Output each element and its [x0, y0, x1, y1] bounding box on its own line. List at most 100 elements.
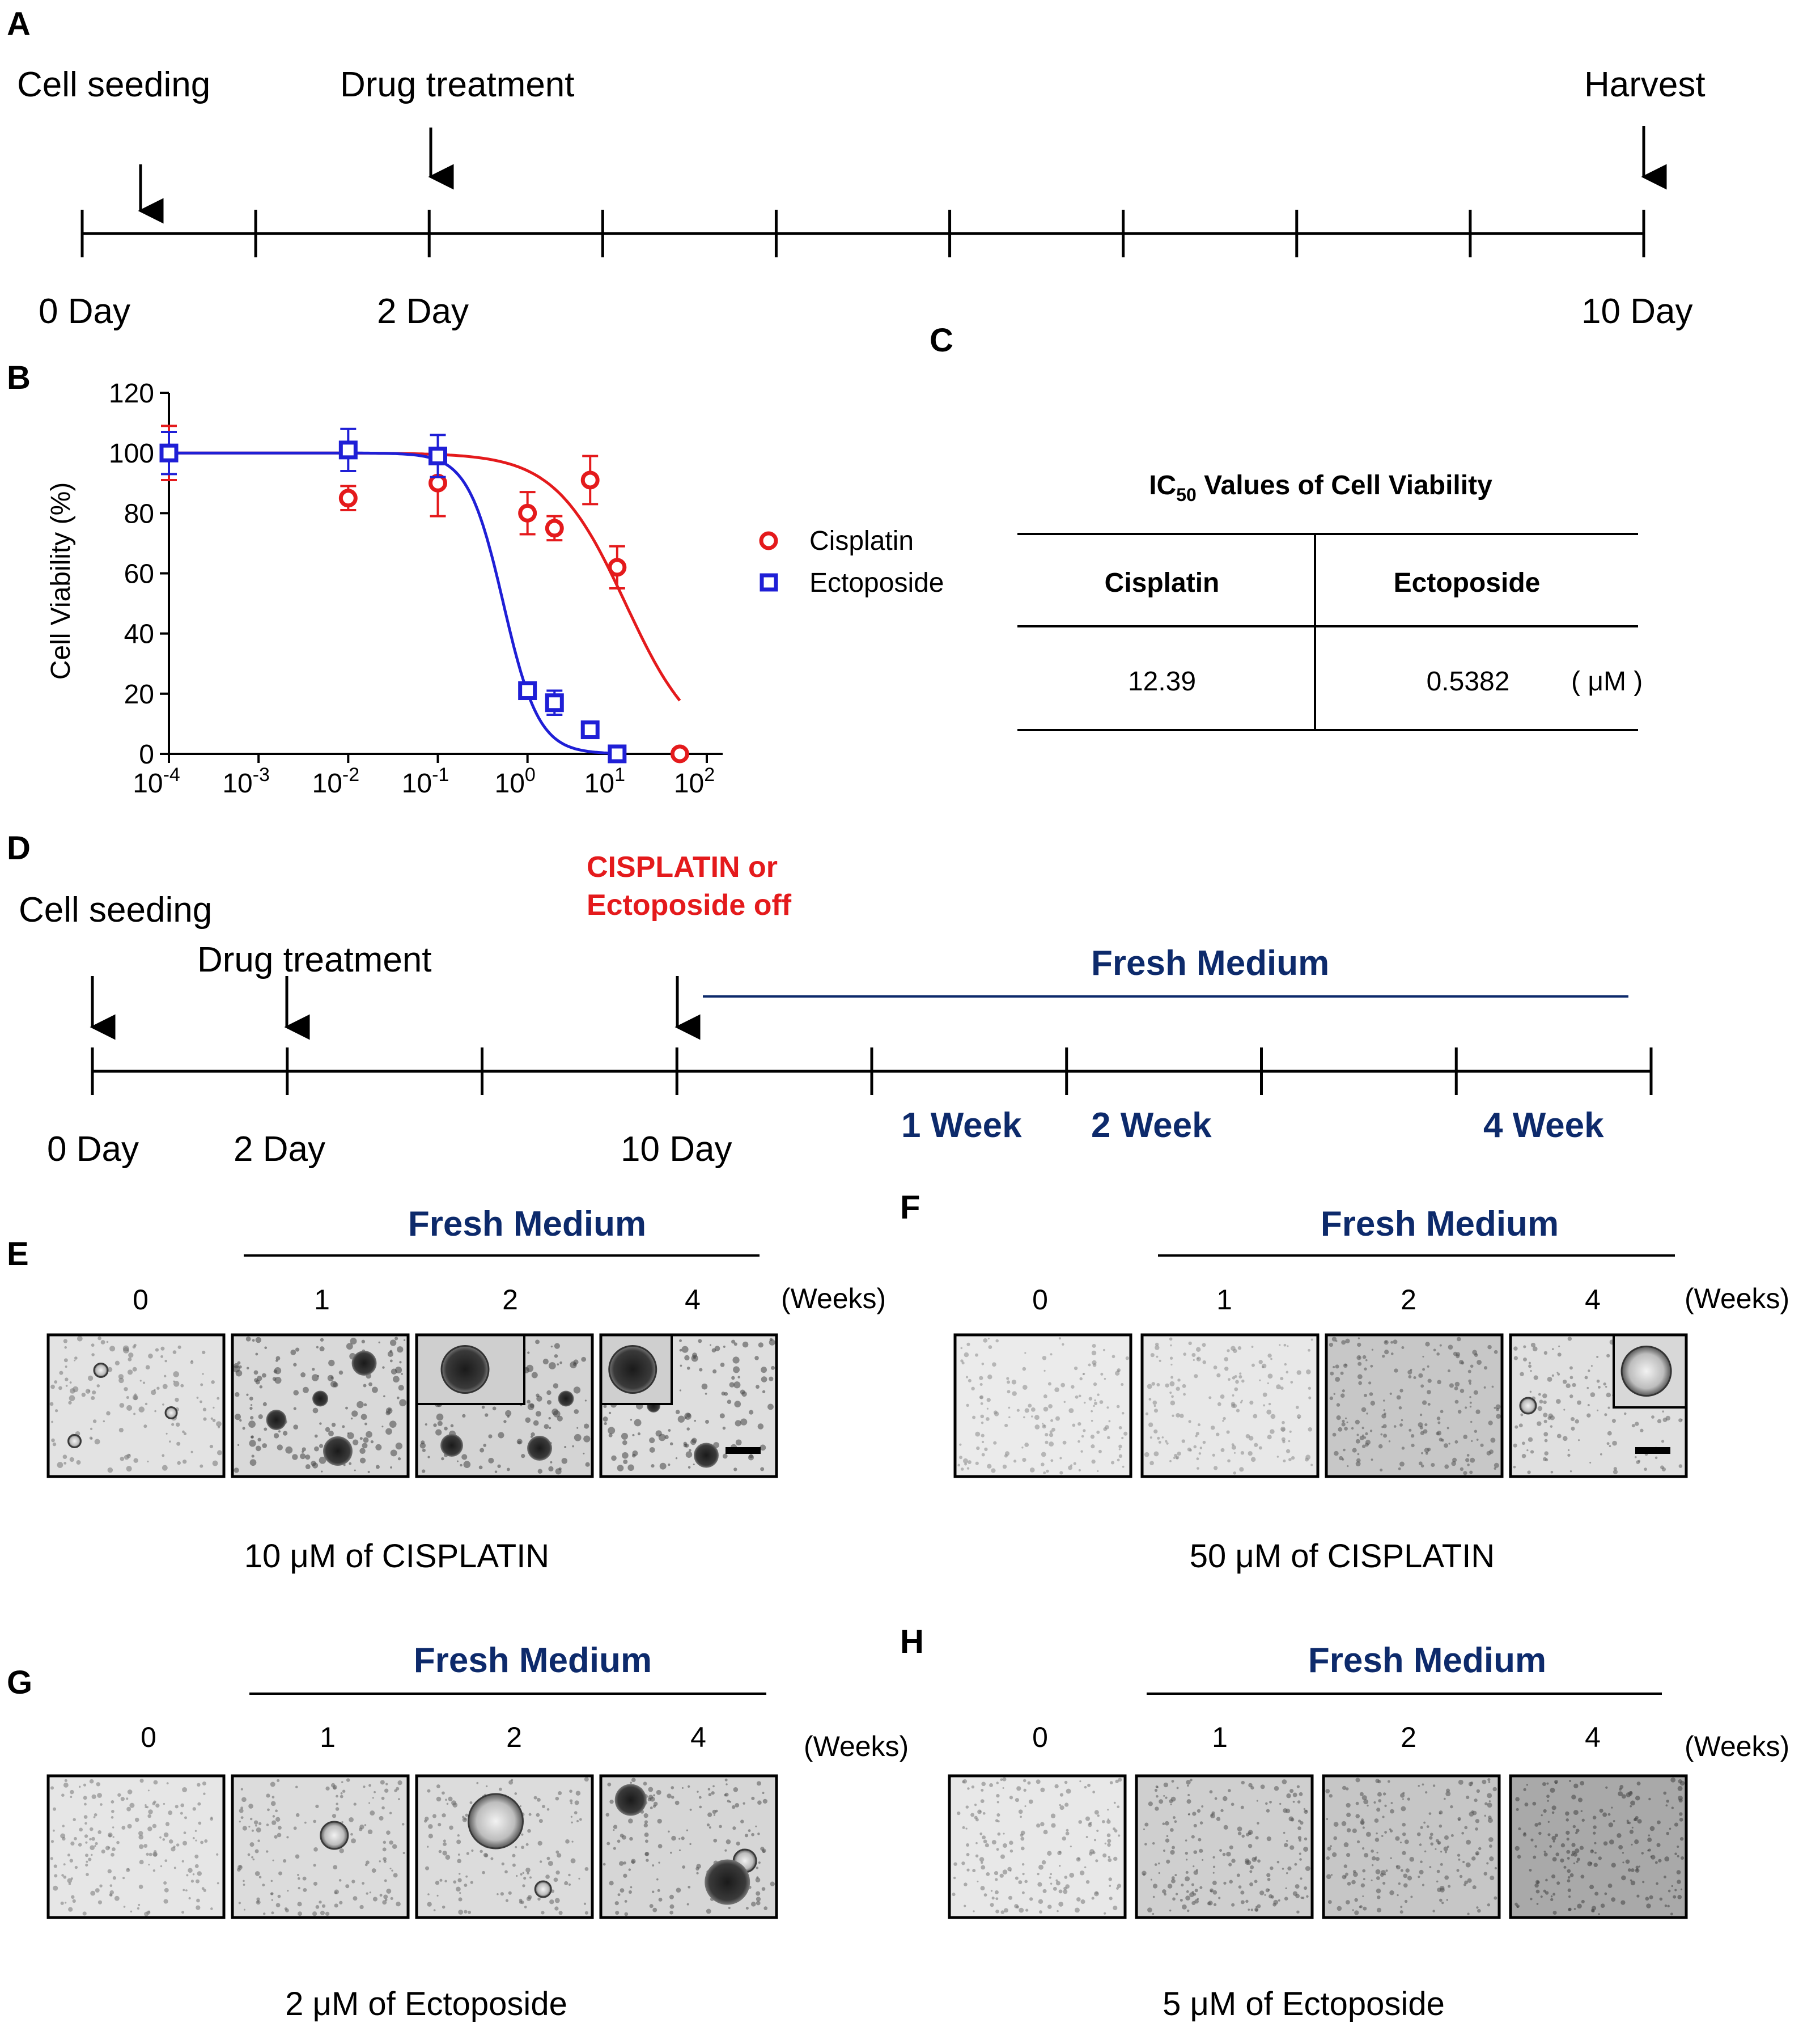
micrograph-speck	[1059, 1471, 1063, 1475]
micrograph-speck	[1608, 1822, 1614, 1827]
micrograph-speck	[1334, 1450, 1339, 1456]
fit-curve-cisplatin	[169, 451, 681, 702]
micrograph-speck	[1106, 1406, 1109, 1409]
micrograph-speck	[218, 1426, 220, 1428]
micrograph-speck	[138, 1406, 145, 1413]
micrograph-speck	[1220, 1448, 1225, 1452]
micrograph-speck	[248, 1420, 256, 1428]
micrograph-speck	[607, 1782, 612, 1787]
micrograph-speck	[679, 1348, 682, 1352]
micrograph-speck	[1376, 1808, 1381, 1812]
panel-letter-h: H	[900, 1623, 924, 1660]
ic50-table-title: IC50 Values of Cell Viability	[1149, 470, 1492, 505]
micrograph-speck	[251, 1856, 254, 1859]
micrograph-speck	[1427, 1378, 1432, 1383]
micrograph-speck	[195, 1839, 197, 1842]
micrograph-speck	[1465, 1862, 1471, 1868]
micrograph-speck	[427, 1846, 429, 1848]
micrograph-speck	[1308, 1348, 1310, 1352]
micrograph-speck	[1622, 1852, 1624, 1854]
micrograph-speck	[681, 1346, 689, 1353]
micrograph-border	[231, 1774, 410, 1919]
micrograph-speck	[1619, 1785, 1624, 1789]
micrograph-speck	[50, 1786, 54, 1790]
micrograph-speck	[1237, 1831, 1242, 1835]
micrograph-speck	[1446, 1899, 1449, 1901]
micrograph-speck	[106, 1411, 111, 1416]
micrograph-speck	[538, 1819, 543, 1823]
micrograph-speck	[1263, 1404, 1266, 1407]
micrograph-speck	[1123, 1431, 1128, 1436]
micrograph-speck	[1516, 1906, 1519, 1908]
micrograph-speck	[1580, 1874, 1585, 1879]
micrograph-speck	[966, 1868, 970, 1872]
micrograph-speck	[737, 1376, 740, 1378]
micrograph-speck	[177, 1345, 181, 1349]
micrograph-speck	[1436, 1416, 1441, 1420]
micrograph-speck	[325, 1427, 330, 1432]
micrograph-speck	[1447, 1369, 1451, 1373]
micrograph-speck	[271, 1899, 273, 1901]
micrograph-speck	[108, 1846, 111, 1849]
micrograph-speck	[304, 1821, 307, 1824]
micrograph-speck	[981, 1362, 985, 1365]
micrograph-speck	[436, 1796, 442, 1802]
micrograph-speck	[1175, 1893, 1178, 1895]
micrograph-speck	[498, 1787, 502, 1791]
micrograph-speck	[1191, 1835, 1195, 1839]
micrograph-speck	[1245, 1858, 1250, 1863]
micrograph-speck	[546, 1808, 550, 1811]
micrograph-speck	[1093, 1405, 1095, 1407]
micrograph-speck	[525, 1867, 531, 1873]
micrograph-speck	[1573, 1783, 1579, 1789]
micrograph-speck	[70, 1789, 74, 1795]
micrograph-speck	[1152, 1842, 1155, 1845]
micrograph-speck	[1070, 1846, 1072, 1848]
micrograph-speck	[1597, 1409, 1599, 1411]
micrograph-speck	[723, 1345, 726, 1348]
micrograph-speck	[1648, 1797, 1651, 1801]
micrograph-speck	[1454, 1381, 1460, 1387]
micrograph-speck	[114, 1895, 120, 1901]
micrograph-speck	[1420, 1860, 1423, 1864]
micrograph-speck	[1528, 1361, 1531, 1364]
micrograph-speck	[138, 1885, 143, 1889]
micrograph-speck	[1174, 1820, 1177, 1823]
micrograph-speck	[1545, 1878, 1548, 1882]
micrograph-speck	[392, 1376, 400, 1383]
micrograph-speck	[521, 1454, 525, 1458]
micrograph-speck	[1055, 1879, 1058, 1882]
micrograph-speck	[694, 1419, 696, 1422]
micrograph-speck	[362, 1882, 365, 1885]
micrograph-speck	[1460, 1389, 1465, 1393]
micrograph-speck	[1593, 1831, 1596, 1835]
micrograph-speck	[1281, 1437, 1286, 1441]
micrograph-speck	[1573, 1908, 1576, 1910]
micrograph-speck	[270, 1880, 273, 1882]
micrograph-speck	[671, 1786, 674, 1789]
micrograph-speck	[357, 1401, 364, 1409]
micrograph-speck	[1450, 1834, 1454, 1837]
micrograph-speck	[1283, 1808, 1288, 1813]
micrograph-speck	[745, 1906, 749, 1910]
micrograph-speck	[1087, 1783, 1091, 1787]
micrograph-speck	[983, 1338, 988, 1343]
micrograph-speck	[1440, 1887, 1445, 1893]
micrograph-speck	[1468, 1782, 1473, 1787]
micrograph-speck	[1403, 1873, 1408, 1878]
micrograph-speck	[960, 1359, 964, 1363]
micrograph-speck	[384, 1898, 388, 1902]
micrograph-speck	[966, 1342, 970, 1346]
micrograph-speck	[1432, 1784, 1436, 1787]
micrograph-speck	[183, 1831, 186, 1834]
micrograph-speck	[91, 1353, 95, 1356]
micrograph-speck	[1494, 1406, 1496, 1409]
fit-curve-ectoposide	[169, 451, 617, 755]
micrograph-speck	[1439, 1898, 1443, 1902]
micrograph-speck	[1216, 1817, 1221, 1821]
micrograph-speck	[1296, 1910, 1300, 1914]
micrograph-speck	[328, 1431, 334, 1436]
micrograph-speck	[1191, 1352, 1196, 1357]
micrograph-speck	[1662, 1410, 1664, 1413]
